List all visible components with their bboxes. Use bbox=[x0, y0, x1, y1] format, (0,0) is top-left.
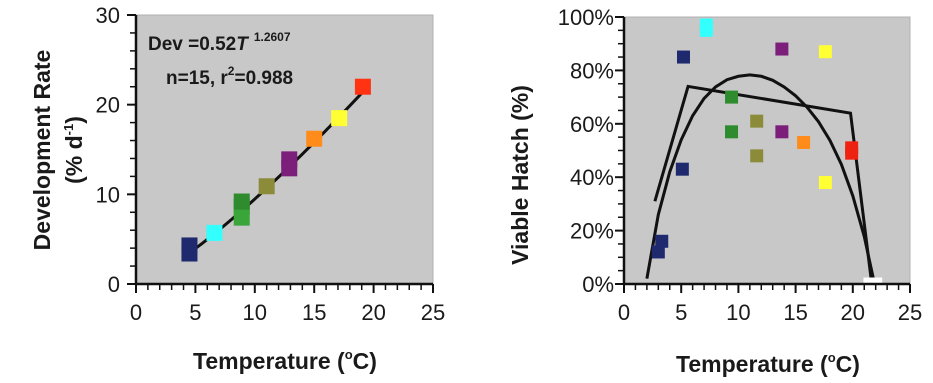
piecewise-fit-line bbox=[653, 84, 873, 279]
equation-annotation: Dev =0.52T 1.2607 bbox=[148, 30, 291, 55]
data-point bbox=[354, 78, 371, 95]
ticks-layer: 0 5 10 15 20 25 0% 20% 40% 60% 80% 100% bbox=[558, 5, 923, 325]
y-tick-label: 10 bbox=[96, 182, 120, 207]
plot-area bbox=[623, 16, 911, 285]
data-point bbox=[281, 160, 298, 177]
data-point bbox=[206, 224, 223, 241]
data-point bbox=[750, 114, 764, 128]
development-rate-chart: 0 5 10 15 20 25 0 10 20 30 Dev =0.52T 1.2607 n=15,… bbox=[29, 3, 445, 374]
x-tick-label: 10 bbox=[726, 300, 750, 325]
y-tick-label: 0% bbox=[582, 272, 614, 297]
y-axis-title: Development Rate (% d-1) bbox=[29, 50, 87, 251]
y-tick-label: 40% bbox=[570, 165, 614, 190]
data-point bbox=[233, 209, 250, 226]
viable-hatch-chart: 0 5 10 15 20 25 0% 20% 40% 60% 80% 100% Viable Hatc… bbox=[507, 5, 922, 377]
data-point bbox=[725, 125, 739, 139]
x-tick-label: 20 bbox=[361, 300, 385, 325]
fit-stats-annotation: n=15, r2=0.988 bbox=[166, 64, 293, 89]
y-axis-title-line1: Development Rate bbox=[29, 50, 55, 251]
y-axis-title-line2: (% d-1) bbox=[61, 116, 87, 184]
data-point bbox=[845, 146, 859, 160]
y-tick-label: 20% bbox=[570, 219, 614, 244]
y-tick-label: 30 bbox=[96, 3, 120, 28]
x-tick-label: 10 bbox=[243, 300, 267, 325]
x-axis-title: Temperature (oC) bbox=[193, 347, 377, 374]
data-point bbox=[797, 135, 811, 149]
ticks-layer: 0 5 10 15 20 25 0 10 20 30 bbox=[96, 3, 446, 325]
data-point bbox=[818, 176, 832, 190]
y-tick-label: 20 bbox=[96, 93, 120, 118]
data-point bbox=[725, 90, 739, 104]
y-tick-label: 80% bbox=[570, 58, 614, 83]
curve-fit-line bbox=[645, 73, 877, 285]
data-point bbox=[233, 193, 250, 210]
x-tick-label: 25 bbox=[421, 300, 445, 325]
data-point bbox=[699, 18, 713, 32]
y-tick-label: 60% bbox=[570, 112, 614, 137]
y-axis-title: Viable Hatch (%) bbox=[507, 85, 533, 265]
data-points-layer bbox=[181, 78, 371, 262]
x-tick-label: 15 bbox=[302, 300, 326, 325]
x-tick-label: 0 bbox=[130, 300, 142, 325]
data-point bbox=[676, 50, 690, 64]
data-point bbox=[775, 125, 789, 139]
data-point bbox=[331, 110, 348, 127]
data-point bbox=[750, 149, 764, 163]
data-points-layer bbox=[651, 18, 883, 291]
fit-lines-layer bbox=[645, 73, 877, 285]
data-point bbox=[775, 42, 789, 56]
data-point bbox=[306, 130, 323, 147]
y-tick-label: 0 bbox=[108, 272, 120, 297]
data-point bbox=[675, 162, 689, 176]
data-point bbox=[651, 245, 665, 259]
plot-area bbox=[135, 14, 434, 285]
y-tick-label: 100% bbox=[558, 5, 614, 30]
x-tick-label: 25 bbox=[898, 300, 922, 325]
x-tick-label: 20 bbox=[841, 300, 865, 325]
data-point bbox=[655, 234, 669, 248]
data-point bbox=[818, 45, 832, 59]
x-axis-title: Temperature (oC) bbox=[676, 350, 860, 377]
x-tick-label: 5 bbox=[189, 300, 201, 325]
x-tick-label: 0 bbox=[618, 300, 630, 325]
data-point bbox=[258, 178, 275, 195]
x-tick-label: 5 bbox=[675, 300, 687, 325]
data-point bbox=[181, 245, 198, 262]
x-tick-label: 15 bbox=[783, 300, 807, 325]
